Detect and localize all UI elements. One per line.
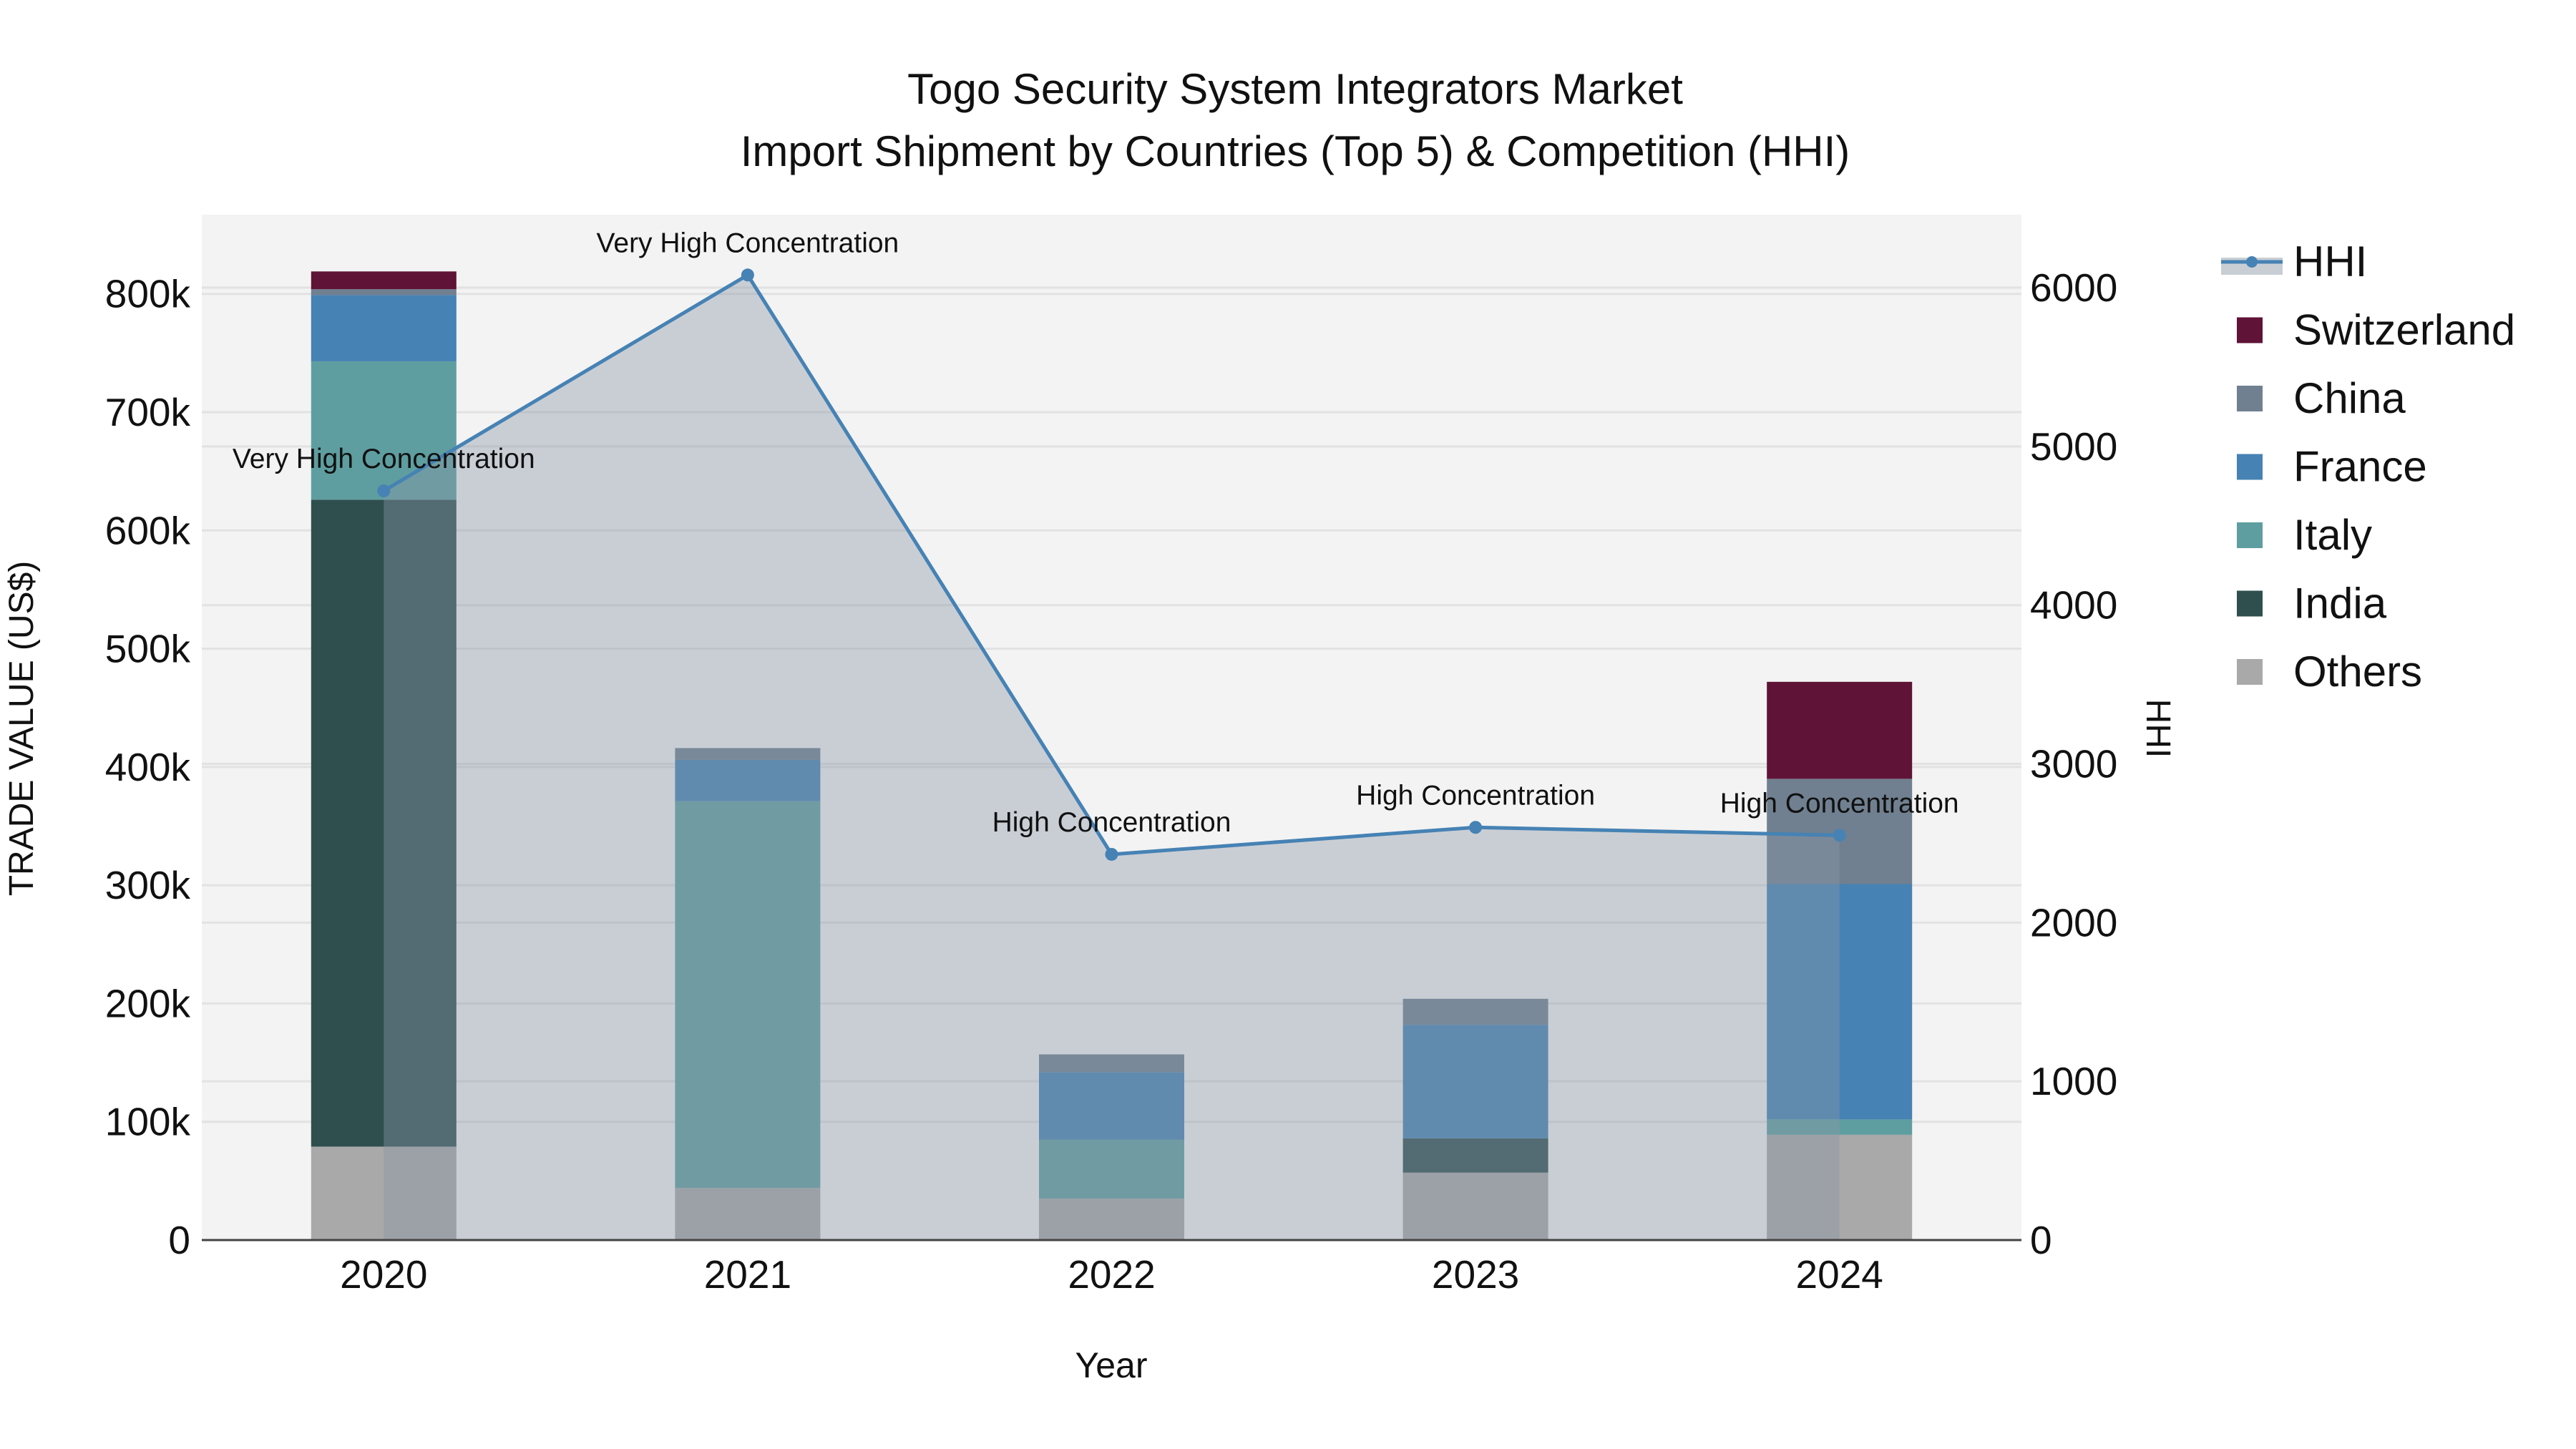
- bar-india-2020: [311, 499, 457, 1147]
- y-tick-label: 400k: [105, 745, 191, 789]
- bar-switzerland-2024: [1767, 681, 1913, 779]
- hhi-point-2021: [741, 268, 754, 282]
- hhi-annotation: High Concentration: [1720, 788, 1959, 819]
- bars: [311, 271, 1913, 1240]
- bar-china-2023: [1402, 998, 1548, 1025]
- y-tick-label: 100k: [105, 1100, 191, 1144]
- bar-others-2022: [1039, 1199, 1184, 1240]
- y-tick-label: 600k: [105, 508, 191, 552]
- hhi-point-2024: [1833, 829, 1846, 842]
- y-tick-label: 700k: [105, 390, 191, 434]
- legend-swatch-india: [2237, 590, 2263, 617]
- hhi-annotation: High Concentration: [1356, 780, 1595, 811]
- gridlines: [202, 286, 2021, 1123]
- x-tick-label: 2023: [1432, 1252, 1519, 1297]
- y2-tick-label: 5000: [2030, 424, 2117, 469]
- legend-swatch-italy: [2237, 522, 2263, 548]
- bar-china-2021: [675, 748, 821, 760]
- y2-tick-label: 0: [2030, 1218, 2052, 1262]
- legend-label-france: France: [2293, 443, 2427, 491]
- hhi-series: Very High Concentration Very High Concent…: [233, 228, 1959, 1240]
- bar-others-2023: [1402, 1172, 1548, 1240]
- bar-france-2020: [311, 295, 457, 361]
- bar-india-2023: [1402, 1138, 1548, 1173]
- hhi-annotation: High Concentration: [992, 807, 1231, 838]
- bar-italy-2024: [1767, 1119, 1913, 1135]
- x-tick-label: 2024: [1796, 1252, 1883, 1297]
- bar-france-2022: [1039, 1072, 1184, 1140]
- y2-tick-label: 1000: [2030, 1059, 2117, 1103]
- legend-swatch-china: [2237, 386, 2263, 411]
- legend-swatch-others: [2237, 659, 2263, 685]
- legend-label-china: China: [2293, 374, 2406, 422]
- y2-tick-label: 3000: [2030, 742, 2117, 786]
- bar-others-2024: [1767, 1134, 1913, 1240]
- x-tick-label: 2021: [704, 1252, 791, 1297]
- bar-china-2022: [1039, 1054, 1184, 1073]
- bar-italy-2020: [311, 361, 457, 500]
- chart-subtitle: Import Shipment by Countries (Top 5) & C…: [741, 127, 1850, 175]
- bar-switzerland-2020: [311, 271, 457, 290]
- chart-title: Togo Security System Integrators Market: [907, 65, 1683, 113]
- hhi-annotation: Very High Concentration: [597, 228, 899, 258]
- axes: 0 100k 200k 300k 400k 500k 600k 700k 800k 0 1000 20…: [105, 265, 2118, 1297]
- bar-others-2020: [311, 1146, 457, 1240]
- bar-france-2021: [675, 759, 821, 801]
- hhi-area: [384, 275, 1840, 1240]
- bar-others-2021: [675, 1188, 821, 1240]
- bar-italy-2021: [675, 801, 821, 1189]
- y-axis-label: TRADE VALUE (US$): [3, 561, 41, 897]
- hhi-point-2023: [1469, 821, 1483, 834]
- legend-label-india: India: [2293, 580, 2387, 628]
- legend-marker-hhi: [2246, 256, 2258, 268]
- hhi-point-2020: [377, 484, 391, 497]
- y2-tick-label: 4000: [2030, 583, 2117, 628]
- bar-china-2020: [311, 289, 457, 296]
- y-tick-label: 800k: [105, 272, 191, 316]
- x-axis-label: Year: [1075, 1345, 1147, 1385]
- legend-label-switzerland: Switzerland: [2293, 306, 2515, 354]
- bar-france-2024: [1767, 884, 1913, 1120]
- legend: HHI Switzerland China France Italy India Other…: [2221, 238, 2515, 696]
- x-tick-label: 2022: [1068, 1252, 1155, 1297]
- y-tick-label: 300k: [105, 863, 191, 907]
- y-tick-label: 0: [168, 1218, 190, 1262]
- y2-tick-label: 6000: [2030, 265, 2117, 310]
- y-tick-label: 200k: [105, 981, 191, 1025]
- hhi-point-2022: [1105, 847, 1118, 861]
- legend-label-hhi: HHI: [2293, 238, 2367, 286]
- legend-swatch-france: [2237, 454, 2263, 480]
- x-tick-label: 2020: [340, 1252, 427, 1297]
- legend-label-italy: Italy: [2293, 511, 2372, 559]
- hhi-annotation: Very High Concentration: [233, 444, 535, 474]
- y-tick-label: 500k: [105, 627, 191, 671]
- legend-label-others: Others: [2293, 648, 2422, 696]
- legend-swatch-switzerland: [2237, 317, 2263, 343]
- y2-axis-label: HHI: [2139, 699, 2177, 758]
- bar-italy-2022: [1039, 1139, 1184, 1199]
- bar-france-2023: [1402, 1025, 1548, 1138]
- y2-tick-label: 2000: [2030, 900, 2117, 945]
